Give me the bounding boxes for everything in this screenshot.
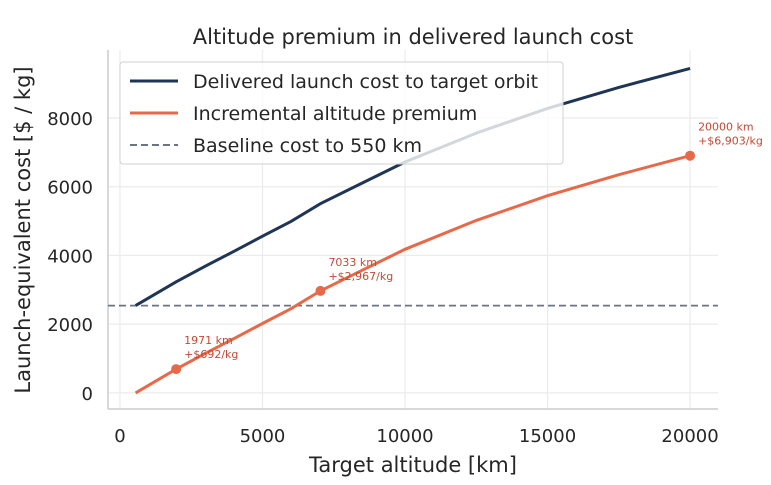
x-tick-label: 5000 <box>240 426 286 447</box>
legend-label-delivered: Delivered launch cost to target orbit <box>193 71 538 93</box>
x-tick-label: 0 <box>114 426 125 447</box>
annotation-label: 1971 km <box>184 334 233 347</box>
x-tick-label: 20000 <box>661 426 718 447</box>
legend-label-premium: Incremental altitude premium <box>193 103 477 125</box>
y-tick-label: 4000 <box>47 246 93 267</box>
legend-box <box>119 61 564 165</box>
annotation-value: +$6,903/kg <box>698 135 763 148</box>
legend: Delivered launch cost to target orbit In… <box>119 61 564 165</box>
annotation-marker <box>315 285 326 296</box>
annotation-marker <box>171 364 182 375</box>
y-axis-label: Launch-equivalent cost [$ / kg] <box>11 66 35 393</box>
y-tick-label: 0 <box>82 384 93 405</box>
x-axis-label: Target altitude [km] <box>308 453 517 477</box>
x-tick-label: 10000 <box>376 426 433 447</box>
annotation-value: +$692/kg <box>184 348 238 361</box>
annotation-label: 20000 km <box>698 121 754 134</box>
y-tick-label: 8000 <box>47 109 93 130</box>
y-tick-label: 2000 <box>47 315 93 336</box>
y-tick-label: 6000 <box>47 178 93 199</box>
legend-label-baseline: Baseline cost to 550 km <box>193 135 422 157</box>
x-tick-label: 15000 <box>519 426 576 447</box>
ticks: 0 5000 10000 15000 20000 0 2000 4000 6000 8000 <box>47 109 719 447</box>
annotation-value: +$2,967/kg <box>328 270 393 283</box>
annotation-label: 7033 km <box>328 256 377 269</box>
chart-title: Altitude premium in delivered launch cos… <box>193 25 634 49</box>
annotations: 1971 km+$692/kg 7033 km+$2,967/kg 20000 km… <box>171 121 763 375</box>
annotation-marker <box>685 150 696 161</box>
